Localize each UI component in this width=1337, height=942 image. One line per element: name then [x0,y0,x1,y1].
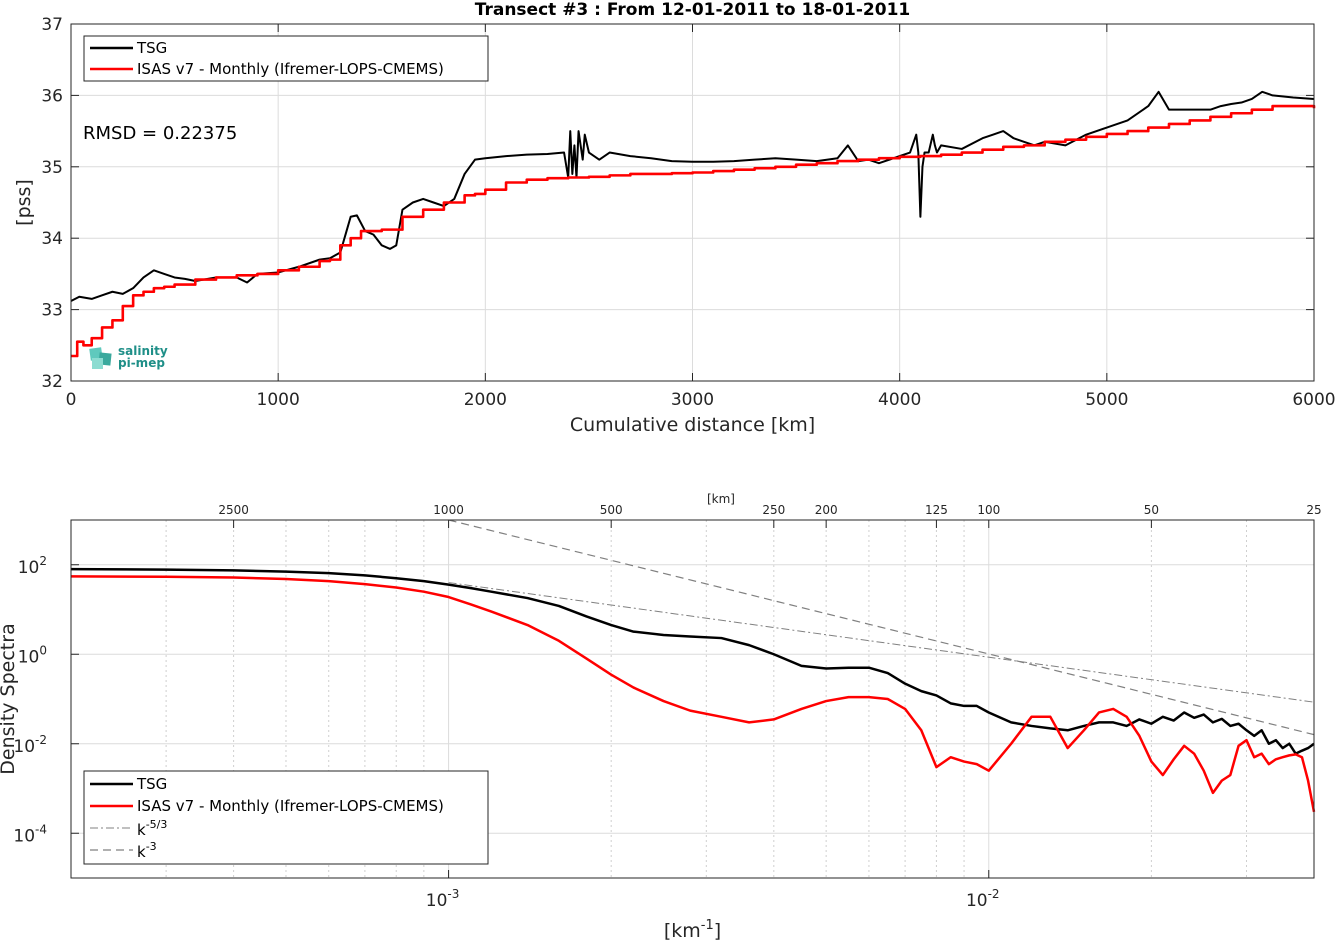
x-axis-label: Cumulative distance [km] [570,414,815,436]
y-tick-label: 33 [41,301,63,321]
series-line-isas [70,575,1316,813]
logo-text: salinity [118,344,168,358]
legend-label: k-3 [137,840,157,861]
legend-label: ISAS v7 - Monthly (Ifremer-LOPS-CMEMS) [137,797,444,815]
legend-label: k-5/3 [137,818,167,839]
legend-label: TSG [136,775,167,793]
y-tick-label: 37 [41,15,63,35]
legend-label: ISAS v7 - Monthly (Ifremer-LOPS-CMEMS) [137,60,444,78]
y-tick-label: 100 [18,643,47,667]
top-tick-label: 125 [925,503,948,517]
x-tick-label: 3000 [671,390,714,410]
top-tick-label: 200 [815,503,838,517]
logo-cube-icon [92,358,103,369]
top-tick-label: 2500 [218,503,249,517]
y-tick-label: 35 [41,158,63,178]
y-tick-label: 10-2 [13,733,47,757]
spectra-chart: 2500 1000 500 250 200 125 100 50 25 [km] 10-3 10-2 1… [0,492,1322,942]
top-tick-label: 1000 [433,503,464,517]
top-tick-label: 50 [1144,503,1159,517]
x-tick-label: 0 [66,390,77,410]
legend-label: TSG [136,39,167,57]
y-axis-label: Density Spectra [0,623,19,774]
plot-frame [70,519,1315,879]
legend-box [83,770,489,865]
salinity-chart: 0 1000 2000 3000 4000 5000 6000 32 33 34 35 36 37 Tra… [13,0,1336,436]
x-tick-label: 10-3 [426,887,460,911]
legend: TSG ISAS v7 - Monthly (Ifremer-LOPS-CMEMS… [83,35,489,82]
top-axis-label: [km] [707,492,735,506]
logo-text: pi-mep [118,356,165,370]
x-tick-label: 4000 [878,390,921,410]
x-tick-label: 2000 [464,390,507,410]
rmsd-annotation: RMSD = 0.22375 [83,123,237,144]
chart-title: Transect #3 : From 12-01-2011 to 18-01-2… [475,0,911,20]
y-tick-label: 32 [41,372,63,392]
reference-line-k3 [448,519,1315,736]
top-tick-label: 100 [977,503,1000,517]
y-tick-label: 34 [41,229,63,249]
x-tick-label: 5000 [1085,390,1128,410]
y-tick-label: 102 [18,554,47,578]
series-line-tsg [70,567,1315,755]
reference-line-k53 [448,582,1315,703]
y-tick-label: 10-4 [13,822,47,846]
x-tick-label: 10-2 [966,887,1000,911]
top-tick-label: 250 [762,503,785,517]
y-axis-label: [pss] [13,179,35,226]
legend-box [83,35,489,82]
y-tick-label: 36 [41,86,63,106]
x-tick-label: 1000 [257,390,300,410]
x-axis-label: [km-1] [664,918,721,942]
legend: TSG ISAS v7 - Monthly (Ifremer-LOPS-CMEMS… [83,770,489,865]
top-tick-label: 25 [1306,503,1321,517]
series-line-isas [71,104,1316,358]
top-tick-label: 500 [600,503,623,517]
x-tick-label: 6000 [1292,390,1335,410]
